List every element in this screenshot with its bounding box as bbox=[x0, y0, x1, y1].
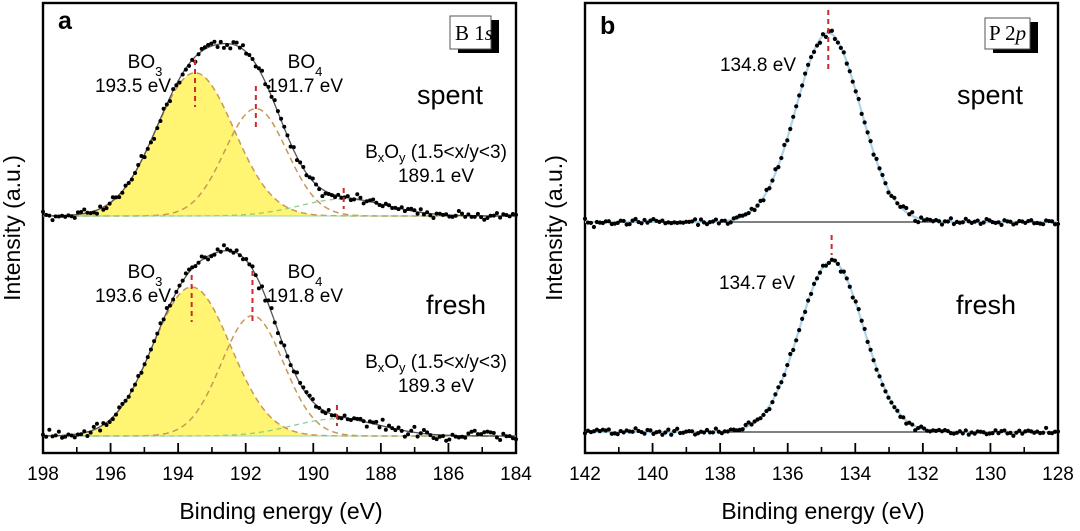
svg-text:190: 190 bbox=[297, 464, 329, 485]
svg-text:186: 186 bbox=[433, 464, 465, 485]
svg-text:P 2p: P 2p bbox=[989, 21, 1026, 45]
svg-text:192: 192 bbox=[230, 464, 262, 485]
svg-text:193.6 eV: 193.6 eV bbox=[95, 286, 171, 307]
svg-text:142: 142 bbox=[569, 464, 601, 485]
svg-text:136: 136 bbox=[772, 464, 804, 485]
svg-text:Binding energy (eV): Binding energy (eV) bbox=[179, 498, 382, 524]
svg-text:191.7 eV: 191.7 eV bbox=[267, 76, 343, 97]
svg-text:BO4: BO4 bbox=[288, 52, 323, 79]
svg-text:193.5 eV: 193.5 eV bbox=[95, 76, 171, 97]
svg-text:188: 188 bbox=[365, 464, 397, 485]
svg-text:128: 128 bbox=[1042, 464, 1074, 485]
svg-text:140: 140 bbox=[637, 464, 669, 485]
svg-text:spent: spent bbox=[417, 80, 484, 110]
svg-text:189.1 eV: 189.1 eV bbox=[398, 166, 474, 187]
svg-text:184: 184 bbox=[500, 464, 532, 485]
svg-text:134: 134 bbox=[839, 464, 871, 485]
svg-text:BO4: BO4 bbox=[288, 262, 323, 289]
svg-text:Intensity (a.u.): Intensity (a.u.) bbox=[0, 155, 25, 301]
svg-text:191.8 eV: 191.8 eV bbox=[267, 286, 343, 307]
svg-text:196: 196 bbox=[95, 464, 127, 485]
svg-text:BxOy (1.5<x/y<3): BxOy (1.5<x/y<3) bbox=[365, 142, 507, 165]
svg-text:134.8 eV: 134.8 eV bbox=[720, 55, 796, 76]
svg-text:138: 138 bbox=[704, 464, 736, 485]
svg-text:b: b bbox=[600, 12, 615, 40]
svg-text:B 1s: B 1s bbox=[455, 21, 493, 45]
svg-text:189.3 eV: 189.3 eV bbox=[398, 376, 474, 397]
svg-text:198: 198 bbox=[27, 464, 59, 485]
svg-text:fresh: fresh bbox=[956, 290, 1016, 320]
svg-text:194: 194 bbox=[162, 464, 194, 485]
svg-text:132: 132 bbox=[907, 464, 939, 485]
svg-text:134.7 eV: 134.7 eV bbox=[719, 273, 795, 294]
svg-text:Binding energy (eV): Binding energy (eV) bbox=[721, 498, 924, 524]
svg-text:BO3: BO3 bbox=[128, 52, 163, 79]
svg-text:BO3: BO3 bbox=[128, 262, 163, 289]
svg-text:BxOy (1.5<x/y<3): BxOy (1.5<x/y<3) bbox=[365, 352, 507, 375]
svg-text:fresh: fresh bbox=[426, 290, 486, 320]
svg-text:130: 130 bbox=[975, 464, 1007, 485]
svg-text:spent: spent bbox=[957, 80, 1024, 110]
svg-text:a: a bbox=[58, 7, 73, 35]
svg-text:Intensity (a.u.): Intensity (a.u.) bbox=[541, 155, 567, 301]
